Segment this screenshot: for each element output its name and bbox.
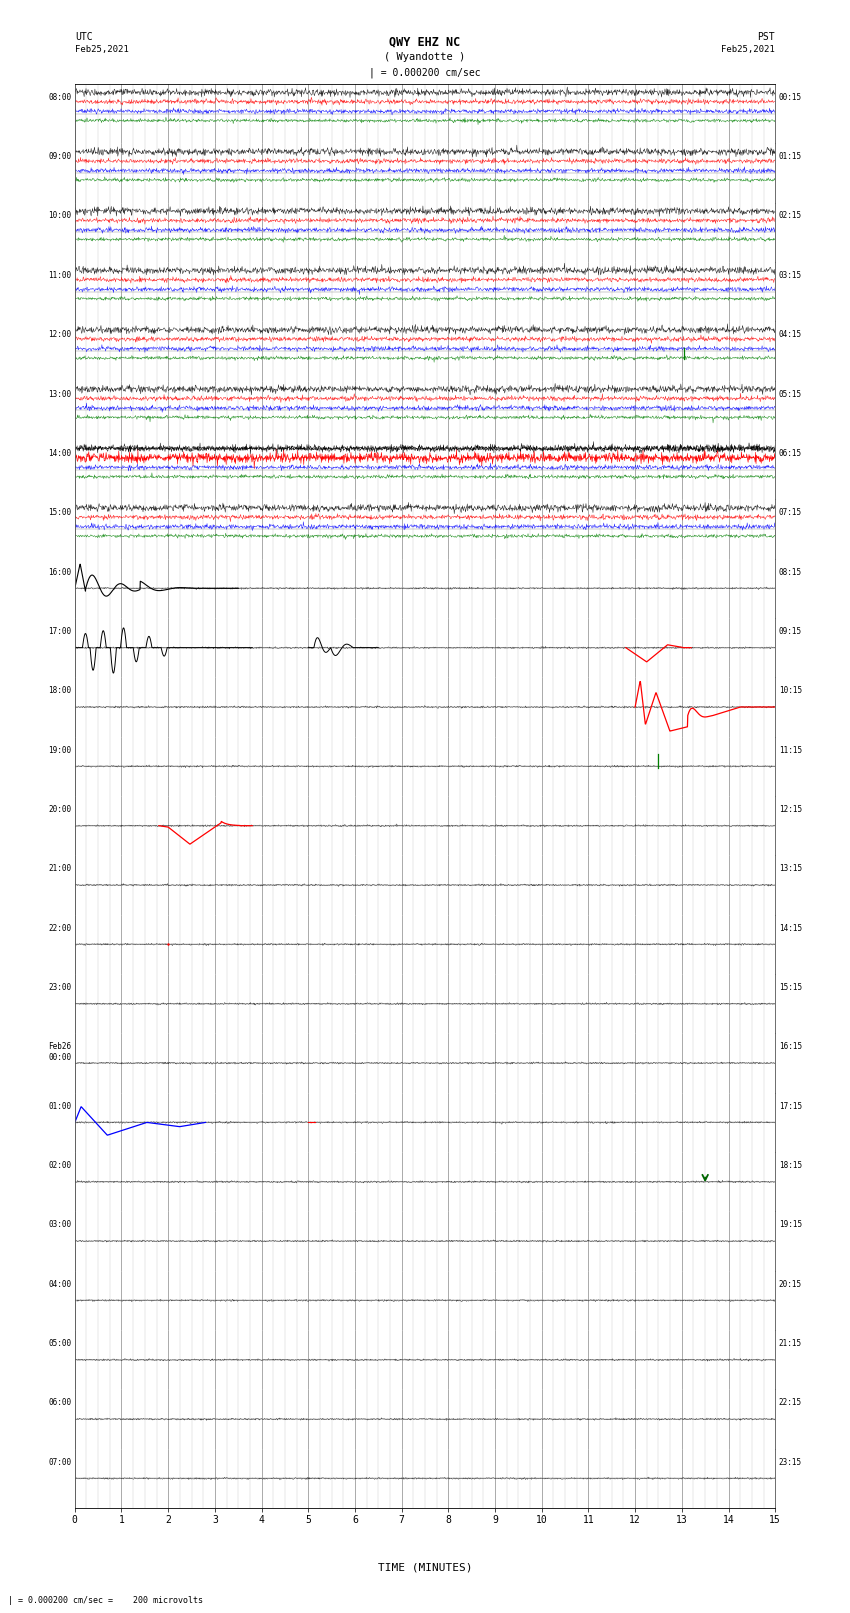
Text: | = 0.000200 cm/sec =    200 microvolts: | = 0.000200 cm/sec = 200 microvolts xyxy=(8,1595,203,1605)
Text: 18:00: 18:00 xyxy=(48,686,71,695)
Text: 21:15: 21:15 xyxy=(779,1339,802,1348)
Text: 22:15: 22:15 xyxy=(779,1398,802,1408)
Text: 18:15: 18:15 xyxy=(779,1161,802,1169)
Text: 15:00: 15:00 xyxy=(48,508,71,518)
Text: 12:00: 12:00 xyxy=(48,331,71,339)
Text: 03:00: 03:00 xyxy=(48,1221,71,1229)
Text: Feb25,2021: Feb25,2021 xyxy=(75,45,128,55)
Text: 02:00: 02:00 xyxy=(48,1161,71,1169)
Text: 06:15: 06:15 xyxy=(779,448,802,458)
Text: 05:00: 05:00 xyxy=(48,1339,71,1348)
Text: 03:15: 03:15 xyxy=(779,271,802,279)
Text: 02:15: 02:15 xyxy=(779,211,802,221)
Text: 19:00: 19:00 xyxy=(48,745,71,755)
Text: 06:00: 06:00 xyxy=(48,1398,71,1408)
Text: 14:00: 14:00 xyxy=(48,448,71,458)
Text: Feb26
00:00: Feb26 00:00 xyxy=(48,1042,71,1061)
Text: 23:00: 23:00 xyxy=(48,982,71,992)
Text: 04:15: 04:15 xyxy=(779,331,802,339)
Text: 20:00: 20:00 xyxy=(48,805,71,815)
Text: 08:00: 08:00 xyxy=(48,94,71,102)
Text: 23:15: 23:15 xyxy=(779,1458,802,1466)
Text: 15:15: 15:15 xyxy=(779,982,802,992)
Text: 10:15: 10:15 xyxy=(779,686,802,695)
Text: 16:00: 16:00 xyxy=(48,568,71,576)
Text: 20:15: 20:15 xyxy=(779,1279,802,1289)
Text: UTC: UTC xyxy=(75,32,93,42)
Text: 09:15: 09:15 xyxy=(779,627,802,636)
Text: 22:00: 22:00 xyxy=(48,924,71,932)
Text: 13:15: 13:15 xyxy=(779,865,802,873)
Text: | = 0.000200 cm/sec: | = 0.000200 cm/sec xyxy=(369,68,481,79)
Text: Feb25,2021: Feb25,2021 xyxy=(722,45,775,55)
Text: 21:00: 21:00 xyxy=(48,865,71,873)
Text: QWY EHZ NC: QWY EHZ NC xyxy=(389,35,461,48)
Text: 04:00: 04:00 xyxy=(48,1279,71,1289)
Text: 14:15: 14:15 xyxy=(779,924,802,932)
Text: 16:15: 16:15 xyxy=(779,1042,802,1052)
Text: PST: PST xyxy=(757,32,775,42)
Text: 07:15: 07:15 xyxy=(779,508,802,518)
Text: ( Wyandotte ): ( Wyandotte ) xyxy=(384,52,466,61)
Text: 01:00: 01:00 xyxy=(48,1102,71,1111)
Text: 10:00: 10:00 xyxy=(48,211,71,221)
Text: 11:15: 11:15 xyxy=(779,745,802,755)
Text: 01:15: 01:15 xyxy=(779,152,802,161)
Text: 11:00: 11:00 xyxy=(48,271,71,279)
Text: 12:15: 12:15 xyxy=(779,805,802,815)
Text: TIME (MINUTES): TIME (MINUTES) xyxy=(377,1563,473,1573)
Text: 08:15: 08:15 xyxy=(779,568,802,576)
Text: 13:00: 13:00 xyxy=(48,389,71,398)
Text: 17:00: 17:00 xyxy=(48,627,71,636)
Text: 09:00: 09:00 xyxy=(48,152,71,161)
Text: 00:15: 00:15 xyxy=(779,94,802,102)
Text: 19:15: 19:15 xyxy=(779,1221,802,1229)
Text: 07:00: 07:00 xyxy=(48,1458,71,1466)
Text: 17:15: 17:15 xyxy=(779,1102,802,1111)
Text: 05:15: 05:15 xyxy=(779,389,802,398)
